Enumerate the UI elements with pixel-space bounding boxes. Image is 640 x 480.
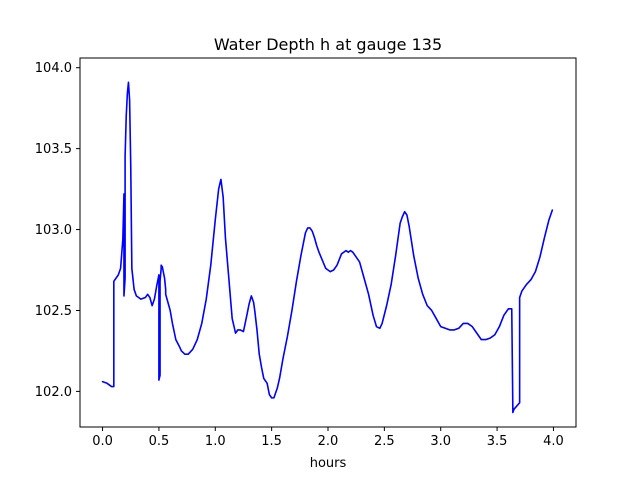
chart-title: Water Depth h at gauge 135 — [214, 35, 442, 54]
x-axis: 0.0 0.5 1.0 1.5 2.0 2.5 3.0 3.5 4.0 — [92, 427, 564, 449]
x-axis-label: hours — [310, 456, 347, 471]
x-tick-label: 0.0 — [92, 434, 113, 449]
x-tick-label: 4.0 — [543, 434, 564, 449]
y-tick-label: 102.0 — [35, 385, 72, 400]
y-tick-label: 103.0 — [35, 223, 72, 238]
x-tick-label: 2.5 — [374, 434, 395, 449]
x-tick-label: 0.5 — [149, 434, 170, 449]
x-tick-label: 3.0 — [430, 434, 451, 449]
y-tick-label: 103.5 — [35, 142, 72, 157]
y-tick-label: 104.0 — [35, 61, 72, 76]
x-tick-label: 1.5 — [261, 434, 282, 449]
y-axis: 102.0 102.5 103.0 103.5 104.0 — [35, 61, 80, 400]
series-line-0 — [101, 81, 554, 414]
x-tick-label: 2.0 — [318, 434, 339, 449]
y-tick-label: 102.5 — [35, 304, 72, 319]
x-tick-label: 3.5 — [487, 434, 508, 449]
plot-area — [101, 81, 554, 414]
x-tick-label: 1.0 — [205, 434, 226, 449]
